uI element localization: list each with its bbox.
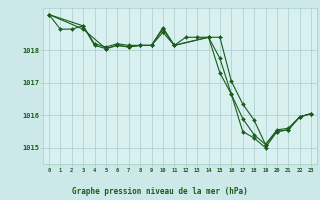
Text: Graphe pression niveau de la mer (hPa): Graphe pression niveau de la mer (hPa) xyxy=(72,187,248,196)
